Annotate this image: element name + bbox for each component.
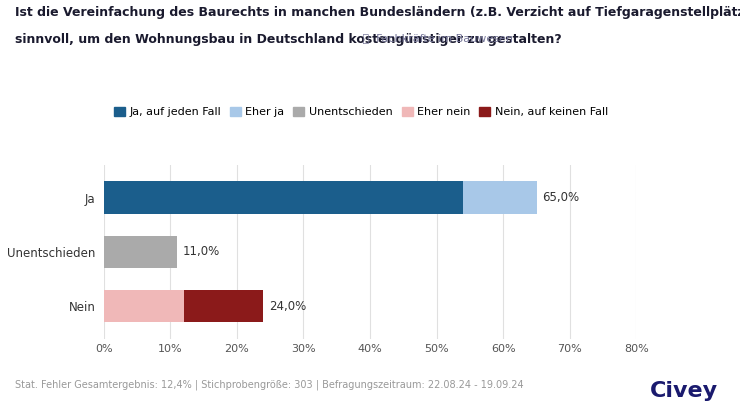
Bar <box>104 181 463 214</box>
Text: Civey: Civey <box>650 381 718 401</box>
Bar <box>104 236 177 268</box>
Text: ⓘ  Fachkräfte im Bauwesen: ⓘ Fachkräfte im Bauwesen <box>359 33 513 43</box>
Bar <box>104 290 184 323</box>
Text: 11,0%: 11,0% <box>182 245 220 259</box>
Bar <box>463 181 536 214</box>
Legend: Ja, auf jeden Fall, Eher ja, Unentschieden, Eher nein, Nein, auf keinen Fall: Ja, auf jeden Fall, Eher ja, Unentschied… <box>110 102 613 121</box>
Text: Stat. Fehler Gesamtergebnis: 12,4% | Stichprobengröße: 303 | Befragungszeitraum:: Stat. Fehler Gesamtergebnis: 12,4% | Sti… <box>15 380 523 390</box>
Text: 65,0%: 65,0% <box>542 191 579 204</box>
Text: Ist die Vereinfachung des Baurechts in manchen Bundesländern (z.B. Verzicht auf : Ist die Vereinfachung des Baurechts in m… <box>15 6 740 19</box>
Text: 24,0%: 24,0% <box>269 300 306 313</box>
Text: sinnvoll, um den Wohnungsbau in Deutschland kostengünstiger zu gestalten?: sinnvoll, um den Wohnungsbau in Deutschl… <box>15 33 562 46</box>
Bar <box>184 290 263 323</box>
